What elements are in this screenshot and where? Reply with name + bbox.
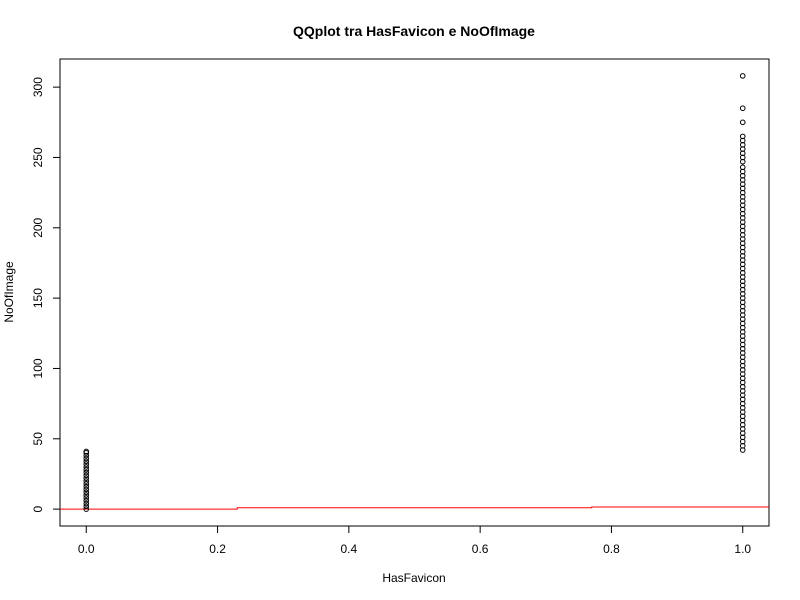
y-tick-label: 300 <box>31 77 45 97</box>
data-point <box>83 503 90 510</box>
reference-line-layer <box>60 506 769 510</box>
data-point <box>739 119 746 126</box>
reference-line <box>60 506 769 510</box>
points-layer <box>83 73 746 512</box>
data-point <box>83 475 90 481</box>
x-tick-label: 0.6 <box>472 542 489 556</box>
data-point <box>83 458 90 465</box>
y-tick-label: 150 <box>31 288 45 308</box>
data-point <box>83 461 90 467</box>
data-point <box>83 466 90 473</box>
data-point <box>83 497 90 504</box>
data-point <box>83 495 90 501</box>
data-point <box>83 500 90 507</box>
y-tick-label: 100 <box>31 358 45 378</box>
x-tick-label: 0.0 <box>78 542 95 556</box>
data-point <box>83 448 90 455</box>
data-point <box>83 483 90 490</box>
data-point <box>83 472 90 479</box>
y-axis: 0 50 100 150 200 250 300 <box>31 77 61 512</box>
data-point <box>83 481 90 487</box>
y-tick-label: 0 <box>31 505 45 512</box>
data-point <box>83 478 90 484</box>
plot-frame <box>59 58 770 527</box>
data-point <box>83 455 90 462</box>
data-point <box>83 486 90 493</box>
data-point <box>83 489 90 496</box>
y-tick-label: 50 <box>31 432 45 446</box>
data-point <box>739 73 746 79</box>
x-axis-label: HasFavicon <box>382 571 445 585</box>
x-tick-label: 0.2 <box>209 542 226 556</box>
data-point <box>739 133 746 140</box>
y-axis-label: NoOfImage <box>2 261 16 323</box>
y-tick-label: 250 <box>31 147 45 167</box>
x-tick-label: 1.0 <box>734 542 751 556</box>
data-point <box>83 492 90 498</box>
data-point <box>83 469 90 476</box>
x-tick-label: 0.8 <box>603 542 620 556</box>
y-tick-label: 200 <box>31 217 45 237</box>
data-point <box>739 105 746 112</box>
x-tick-label: 0.4 <box>341 542 358 556</box>
chart-title: QQplot tra HasFavicon e NoOfImage <box>293 23 535 39</box>
data-point <box>739 164 746 171</box>
data-point <box>83 506 90 512</box>
x-axis: 0.0 0.2 0.4 0.6 0.8 1.0 <box>78 525 751 556</box>
data-point <box>83 464 90 470</box>
